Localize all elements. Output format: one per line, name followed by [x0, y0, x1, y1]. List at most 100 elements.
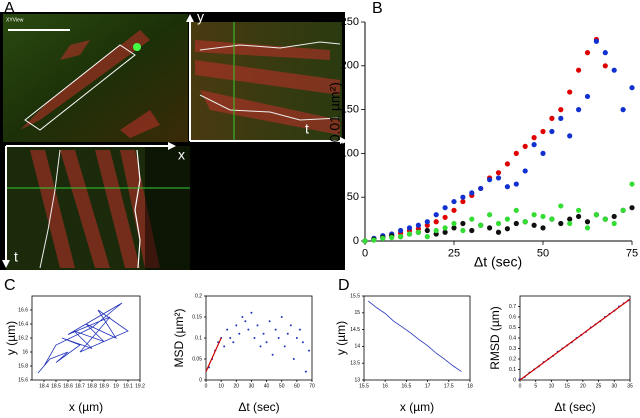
y-tick-label: 0 [353, 235, 359, 247]
y-tick-label: 15.5 [350, 293, 360, 299]
y-tick-label: 13 [354, 377, 360, 383]
point [478, 185, 484, 192]
y-tick-label: 0 [199, 377, 202, 383]
x-tick-label: 10 [549, 383, 555, 389]
point [398, 227, 404, 234]
point [584, 50, 591, 56]
point [540, 213, 546, 220]
point [576, 213, 582, 220]
x-axis-label: x (µm) [400, 400, 434, 414]
point [389, 234, 395, 241]
x-tick-label: 50 [537, 248, 549, 260]
trajectory [37, 302, 129, 374]
point [398, 234, 404, 240]
point [301, 341, 304, 344]
point [424, 234, 430, 240]
point [549, 128, 555, 135]
point [504, 226, 510, 232]
x-tick-label: 5 [534, 383, 537, 389]
y-axis-label: MSD (µm²) [172, 309, 186, 368]
point [629, 85, 635, 91]
point [576, 67, 582, 73]
point [226, 328, 229, 331]
point [540, 225, 546, 231]
fit-line [205, 337, 222, 372]
y-tick-label: 0 [513, 377, 516, 383]
point [487, 212, 493, 218]
point [522, 168, 528, 174]
point [504, 216, 510, 222]
point [451, 207, 457, 213]
x-tick-label: 16 [382, 383, 388, 389]
point [289, 324, 292, 327]
x-tick-label: 20 [234, 383, 240, 389]
x-tick-label: 0 [519, 383, 522, 389]
point [460, 198, 466, 205]
x-tick-label: 60 [294, 383, 300, 389]
point [380, 235, 386, 241]
point [558, 220, 564, 227]
y-tick-label: 14 [354, 344, 360, 350]
point [567, 220, 573, 227]
x-tick-label: 25 [448, 248, 460, 260]
point [442, 229, 448, 235]
point [283, 345, 286, 348]
point [513, 207, 519, 213]
x-tick-label: 17 [425, 383, 431, 389]
point [451, 225, 457, 231]
x-tick-label: 18.5 [51, 383, 61, 389]
y-axis-label: y (µm) [4, 321, 18, 355]
point [424, 227, 430, 234]
y-tick-label: 15 [354, 310, 360, 316]
x-axis-label: Δt (sec) [474, 254, 522, 270]
point [265, 341, 268, 344]
y-tick-label: 0.05 [192, 356, 202, 362]
point [558, 107, 564, 113]
point [540, 128, 546, 135]
fit-line [519, 298, 631, 381]
point [307, 349, 310, 352]
point [478, 222, 484, 228]
y-tick-label: 16.2 [18, 335, 28, 341]
x-tick-label: 25 [596, 383, 602, 389]
x-tick-label: 10 [218, 383, 224, 389]
point [277, 337, 280, 339]
point [235, 324, 238, 327]
point [406, 225, 413, 231]
point [286, 332, 289, 335]
x-tick-label: 30 [249, 383, 255, 389]
scale-text: XYView [6, 17, 24, 23]
point [584, 93, 591, 100]
point [487, 177, 493, 183]
point [460, 220, 466, 227]
y-tick-label: 15.6 [18, 377, 28, 383]
point [424, 219, 430, 225]
point [513, 181, 519, 187]
point [433, 227, 439, 234]
point [567, 216, 573, 222]
point [629, 181, 635, 187]
point [469, 190, 475, 196]
point [271, 353, 274, 356]
x-tick-label: 70 [309, 383, 315, 389]
x-tick-label: 18.4 [39, 383, 49, 389]
x-tick-label: 30 [612, 383, 618, 389]
y-tick-label: 200 [341, 60, 359, 72]
point [362, 238, 368, 244]
x-tick-label: 15 [564, 383, 570, 389]
point [460, 194, 466, 200]
point [513, 150, 519, 156]
plot-frame [31, 295, 141, 381]
x-tick-label: 18.6 [63, 383, 73, 389]
y-tick-label: 0.15 [192, 314, 202, 320]
y-tick-label: 14.5 [350, 327, 360, 333]
y-tick-label: 0.2 [195, 293, 202, 299]
point [602, 216, 608, 222]
point [415, 229, 421, 235]
point [495, 170, 502, 176]
point [223, 345, 226, 348]
point [495, 220, 502, 227]
x-tick-label: 0 [205, 383, 208, 389]
point [280, 316, 283, 318]
x-tick-label: 40 [264, 383, 270, 389]
